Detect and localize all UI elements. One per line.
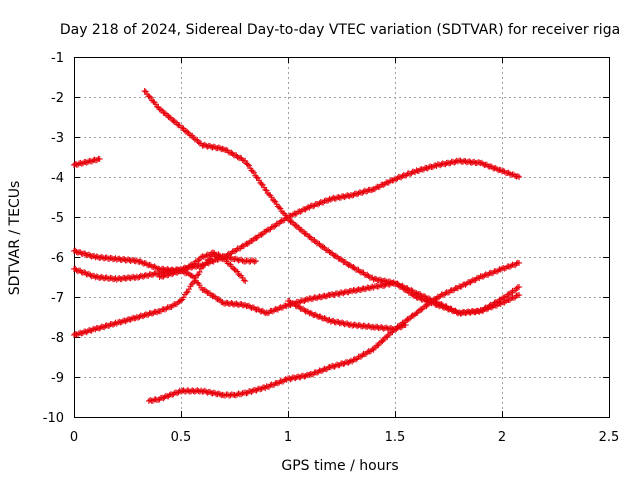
x-tick-label: 0.5 bbox=[171, 430, 192, 445]
axis-ticks: 0 0.5 1 1.5 2 2.5 -10 -9 -8 -7 -6 -5 -4 -3 -2 -1 bbox=[43, 51, 620, 445]
y-tick-label: -2 bbox=[51, 91, 64, 106]
y-tick-label: -5 bbox=[51, 211, 64, 226]
y-tick-label: -4 bbox=[51, 171, 64, 186]
y-tick-label: -8 bbox=[51, 331, 64, 346]
series-markers bbox=[145, 259, 523, 404]
y-tick-label: -10 bbox=[43, 411, 64, 426]
series-markers bbox=[285, 298, 409, 333]
x-tick-label: 1 bbox=[284, 430, 292, 445]
series-markers bbox=[156, 267, 523, 317]
x-tick-label: 2.5 bbox=[599, 430, 620, 445]
y-tick-label: -7 bbox=[51, 291, 64, 306]
chart-title: Day 218 of 2024, Sidereal Day-to-day VTE… bbox=[60, 22, 620, 38]
series-arc-1 bbox=[71, 155, 103, 168]
x-tick-label: 0 bbox=[70, 430, 78, 445]
y-tick-label: -6 bbox=[51, 251, 64, 266]
data-series bbox=[71, 88, 523, 404]
y-tick-label: -1 bbox=[51, 51, 64, 66]
x-axis-label: GPS time / hours bbox=[281, 458, 398, 474]
x-tick-label: 2 bbox=[498, 430, 506, 445]
x-tick-label: 1.5 bbox=[385, 430, 406, 445]
series-arc-6 bbox=[145, 259, 523, 404]
series-arc-8 bbox=[285, 298, 409, 333]
y-axis-label: SDTVAR / TECUs bbox=[7, 181, 23, 296]
series-markers bbox=[71, 251, 249, 338]
y-tick-label: -9 bbox=[51, 371, 64, 386]
series-arc-7 bbox=[156, 267, 523, 317]
y-tick-label: -3 bbox=[51, 131, 64, 146]
series-arc-5 bbox=[71, 251, 249, 338]
series-markers bbox=[71, 155, 103, 168]
plot-frame bbox=[74, 57, 610, 418]
